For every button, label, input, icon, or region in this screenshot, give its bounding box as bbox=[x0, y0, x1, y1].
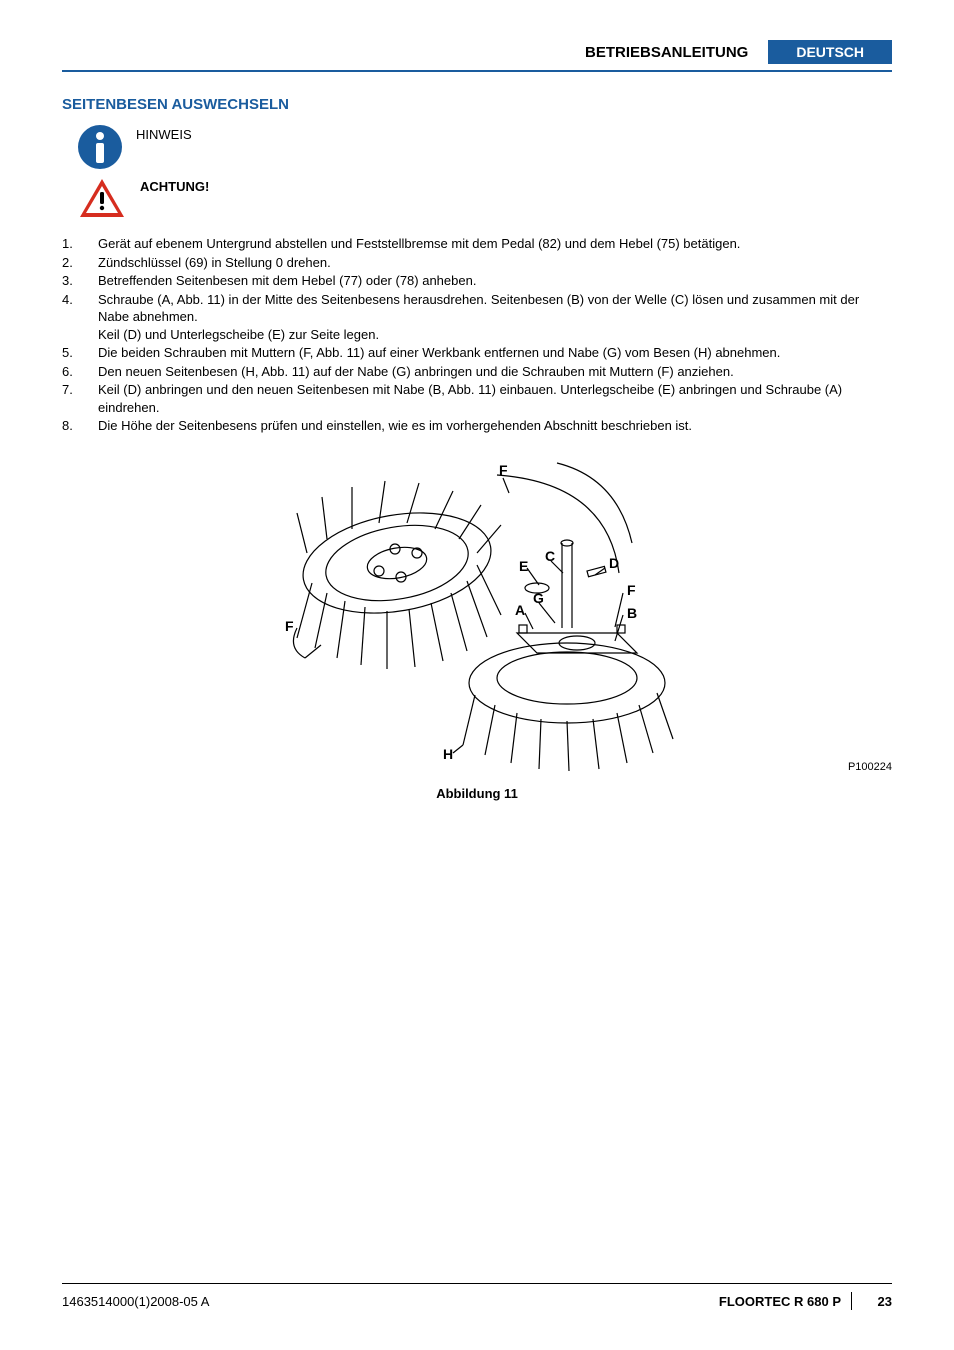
step-text: Gerät auf ebenem Untergrund abstellen un… bbox=[98, 235, 740, 253]
step-item: 5. Die beiden Schrauben mit Muttern (F, A… bbox=[62, 344, 892, 362]
step-number: 2. bbox=[62, 254, 80, 272]
fig-label-a: A bbox=[515, 602, 525, 618]
fig-label-c: C bbox=[545, 548, 555, 564]
step-item: 6. Den neuen Seitenbesen (H, Abb. 11) auf… bbox=[62, 363, 892, 381]
step-text: Die Höhe der Seitenbesens prüfen und ein… bbox=[98, 417, 692, 435]
step-item: 8. Die Höhe der Seitenbesens prüfen und e… bbox=[62, 417, 892, 435]
figure-caption: Abbildung 11 bbox=[62, 786, 892, 801]
step-number: 6. bbox=[62, 363, 80, 381]
fig-label-d: D bbox=[609, 555, 619, 571]
step-text: Zündschlüssel (69) in Stellung 0 drehen. bbox=[98, 254, 331, 272]
footer-divider bbox=[851, 1292, 852, 1310]
doc-type: BETRIEBSANLEITUNG bbox=[585, 44, 748, 61]
step-number: 8. bbox=[62, 417, 80, 435]
footer-product: FLOORTEC R 680 P bbox=[719, 1294, 841, 1309]
fig-label-g: G bbox=[533, 590, 544, 606]
figure-svg: F F E C D F B A G H bbox=[267, 453, 687, 773]
warning-notice: ACHTUNG! bbox=[78, 177, 892, 219]
fig-label-b: B bbox=[627, 605, 637, 621]
figure-11: F F E C D F B A G H P100224 Abbildung 11 bbox=[62, 453, 892, 801]
step-text: Schraube (A, Abb. 11) in der Mitte des S… bbox=[98, 291, 892, 344]
warning-label: ACHTUNG! bbox=[140, 177, 209, 194]
instruction-list: 1. Gerät auf ebenem Untergrund abstellen … bbox=[62, 235, 892, 435]
hint-notice: HINWEIS bbox=[78, 125, 892, 169]
step-number: 5. bbox=[62, 344, 80, 362]
step-item: 3. Betreffenden Seitenbesen mit dem Hebel… bbox=[62, 272, 892, 290]
step-number: 4. bbox=[62, 291, 80, 344]
step-text: Den neuen Seitenbesen (H, Abb. 11) auf d… bbox=[98, 363, 734, 381]
hint-label: HINWEIS bbox=[136, 125, 192, 142]
step-number: 7. bbox=[62, 381, 80, 416]
fig-label-f: F bbox=[499, 462, 508, 478]
page-footer: 1463514000(1)2008-05 A FLOORTEC R 680 P … bbox=[62, 1283, 892, 1310]
footer-right: FLOORTEC R 680 P 23 bbox=[719, 1292, 892, 1310]
footer-doc-id: 1463514000(1)2008-05 A bbox=[62, 1294, 209, 1309]
warning-icon bbox=[78, 177, 126, 219]
info-icon bbox=[78, 125, 122, 169]
footer-page-number: 23 bbox=[862, 1294, 892, 1309]
figure-ref: P100224 bbox=[848, 761, 892, 773]
step-item: 2. Zündschlüssel (69) in Stellung 0 drehe… bbox=[62, 254, 892, 272]
step-item: 4. Schraube (A, Abb. 11) in der Mitte des… bbox=[62, 291, 892, 344]
step-text: Betreffenden Seitenbesen mit dem Hebel (… bbox=[98, 272, 476, 290]
page-header: BETRIEBSANLEITUNG DEUTSCH bbox=[62, 40, 892, 72]
step-number: 3. bbox=[62, 272, 80, 290]
step-item: 7. Keil (D) anbringen und den neuen Seite… bbox=[62, 381, 892, 416]
fig-label-f: F bbox=[627, 582, 636, 598]
fig-label-e: E bbox=[519, 558, 528, 574]
fig-label-f: F bbox=[285, 618, 294, 634]
section-title: SEITENBESEN AUSWECHSELN bbox=[62, 96, 892, 113]
step-text: Die beiden Schrauben mit Muttern (F, Abb… bbox=[98, 344, 780, 362]
step-text: Keil (D) anbringen und den neuen Seitenb… bbox=[98, 381, 892, 416]
language-badge: DEUTSCH bbox=[768, 40, 892, 64]
step-item: 1. Gerät auf ebenem Untergrund abstellen … bbox=[62, 235, 892, 253]
fig-label-h: H bbox=[443, 746, 453, 762]
step-number: 1. bbox=[62, 235, 80, 253]
